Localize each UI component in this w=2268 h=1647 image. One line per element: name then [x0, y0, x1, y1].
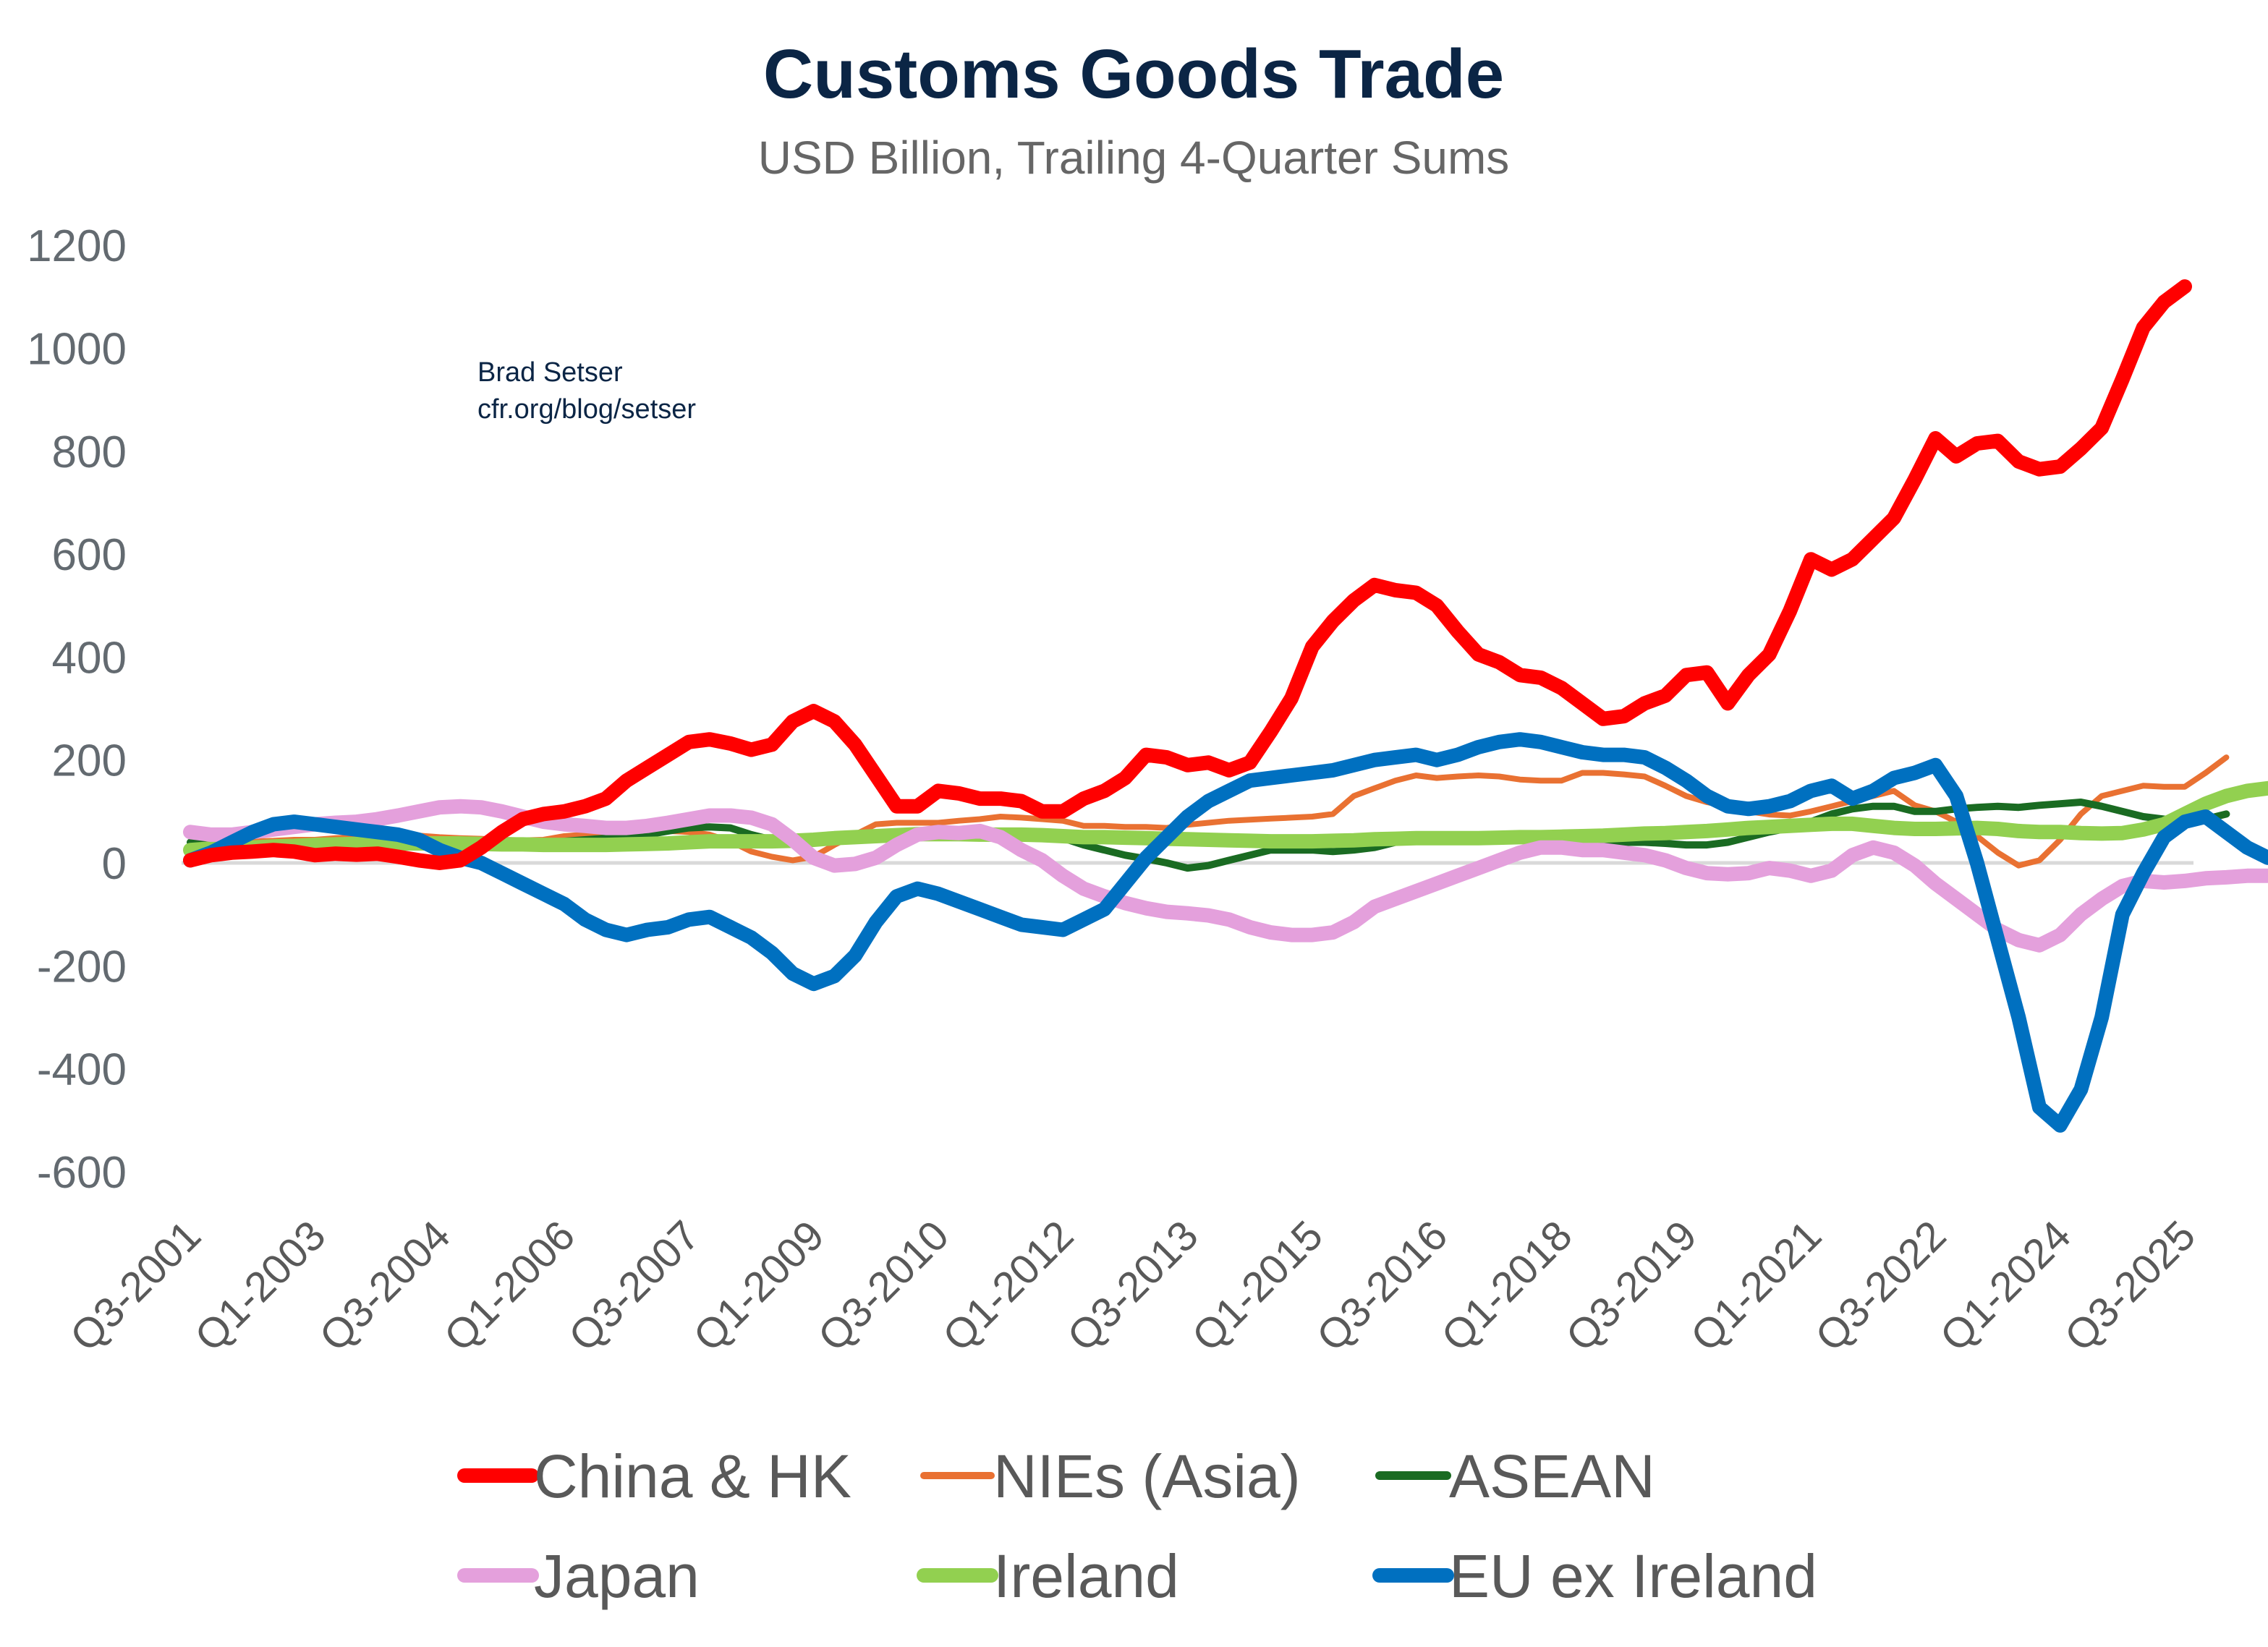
y-tick-label: 1200 [27, 221, 127, 271]
y-tick-label: 0 [102, 839, 127, 889]
chart-subtitle: USD Billion, Trailing 4-Quarter Sums [758, 132, 1510, 184]
chart-title: Customs Goods Trade [763, 35, 1504, 113]
legend-item: China & HK [457, 1442, 851, 1510]
legend-item: ASEAN [1375, 1442, 1655, 1510]
x-axis: Q3-2001Q1-2003Q3-2004Q1-2006Q3-2007Q1-20… [61, 1212, 2205, 1361]
x-tick-label: Q1-2018 [1432, 1212, 1581, 1361]
x-tick-label: Q3-2010 [809, 1212, 958, 1361]
y-tick-label: -600 [37, 1148, 127, 1198]
x-tick-label: Q3-2019 [1557, 1212, 1706, 1361]
legend-label: China & HK [534, 1442, 851, 1510]
y-tick-label: 800 [52, 427, 127, 477]
series-line-china-hk [183, 279, 2192, 870]
legend-label: NIEs (Asia) [993, 1442, 1301, 1510]
x-tick-label: Q1-2012 [934, 1212, 1083, 1361]
y-tick-label: -200 [37, 942, 127, 992]
legend-label: ASEAN [1449, 1442, 1655, 1510]
legend-item: Japan [457, 1542, 700, 1610]
y-tick-label: 1000 [27, 325, 127, 375]
x-tick-label: Q3-2013 [1058, 1212, 1207, 1361]
legend-label: Japan [534, 1542, 700, 1610]
x-tick-label: Q1-2015 [1183, 1212, 1332, 1361]
legend-item: NIEs (Asia) [920, 1442, 1301, 1510]
source-annotation: cfr.org/blog/setser [477, 394, 696, 425]
y-axis: 1200 1000 800 600 400 200 0 -200 -400 -600 [27, 221, 127, 1198]
x-tick-label: Q1-2009 [684, 1212, 833, 1361]
legend-label: EU ex Ireland [1449, 1542, 1817, 1610]
y-tick-label: 200 [52, 736, 127, 786]
x-tick-label: Q3-2016 [1308, 1212, 1457, 1361]
y-tick-label: 600 [52, 530, 127, 580]
x-tick-label: Q1-2024 [1931, 1212, 2080, 1361]
legend: China & HK NIEs (Asia) ASEAN Japan Ireland EU… [457, 1442, 1817, 1610]
x-tick-label: Q3-2004 [310, 1212, 459, 1361]
x-tick-label: Q3-2025 [2056, 1212, 2205, 1361]
legend-item: EU ex Ireland [1372, 1542, 1817, 1610]
series-line-ireland [183, 780, 2268, 858]
legend-label: Ireland [993, 1542, 1179, 1610]
y-tick-label: 400 [52, 633, 127, 683]
x-tick-label: Q3-2007 [560, 1212, 709, 1361]
x-tick-label: Q3-2022 [1806, 1212, 1955, 1361]
x-tick-label: Q1-2021 [1682, 1212, 1831, 1361]
series-line-eu-ex-ireland [183, 732, 2268, 1133]
author-annotation: Brad Setser [477, 357, 623, 388]
x-tick-label: Q3-2001 [61, 1212, 211, 1361]
y-tick-label: -400 [37, 1045, 127, 1095]
legend-item: Ireland [917, 1542, 1179, 1610]
x-tick-label: Q1-2006 [436, 1212, 585, 1361]
series-lines [183, 279, 2268, 1133]
x-tick-label: Q1-2003 [186, 1212, 335, 1361]
